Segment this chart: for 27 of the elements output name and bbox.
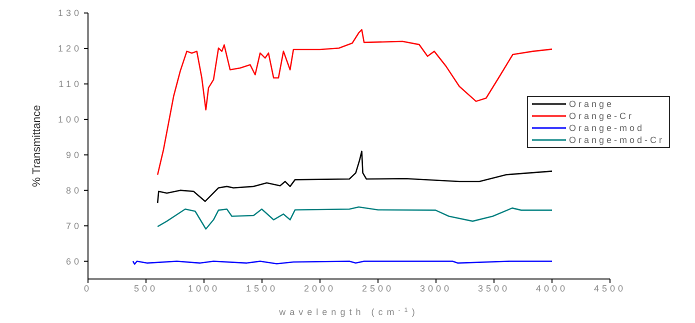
y-tick-label: 60 — [66, 256, 82, 266]
y-axis-title: % Transmittance — [31, 105, 43, 187]
legend-label: Orange-mod — [569, 123, 645, 133]
y-tick-label: 120 — [58, 44, 82, 54]
x-tick-label: 4500 — [594, 283, 626, 294]
x-tick-label: 500 — [134, 283, 158, 294]
legend-label: Orange-mod-Cr — [569, 135, 665, 145]
x-tick-label: 1500 — [246, 283, 278, 294]
x-tick-label: 4000 — [536, 283, 568, 294]
legend-label: Orange-Cr — [569, 111, 634, 121]
y-tick-label: 100 — [58, 114, 82, 125]
legend-label: Orange — [569, 99, 614, 109]
y-tick-label: 80 — [66, 186, 82, 196]
y-tick-label: 110 — [58, 79, 82, 90]
x-tick-label: 3000 — [420, 283, 452, 294]
x-tick-label: 1000 — [188, 283, 220, 294]
line-series — [156, 206, 553, 230]
x-tick-label: 2500 — [362, 283, 394, 294]
x-axis-title: wavelength (cm$^{-1}$) — [278, 306, 419, 317]
y-tick-label: 90 — [66, 150, 82, 160]
line-series — [156, 150, 553, 204]
y-tick-label: 70 — [66, 220, 82, 231]
line-series — [156, 29, 553, 176]
x-tick-label: 2000 — [304, 283, 336, 294]
x-tick-label: 0 — [84, 283, 92, 294]
y-tick-label: 130 — [58, 8, 82, 18]
x-tick-label: 3500 — [478, 283, 510, 294]
